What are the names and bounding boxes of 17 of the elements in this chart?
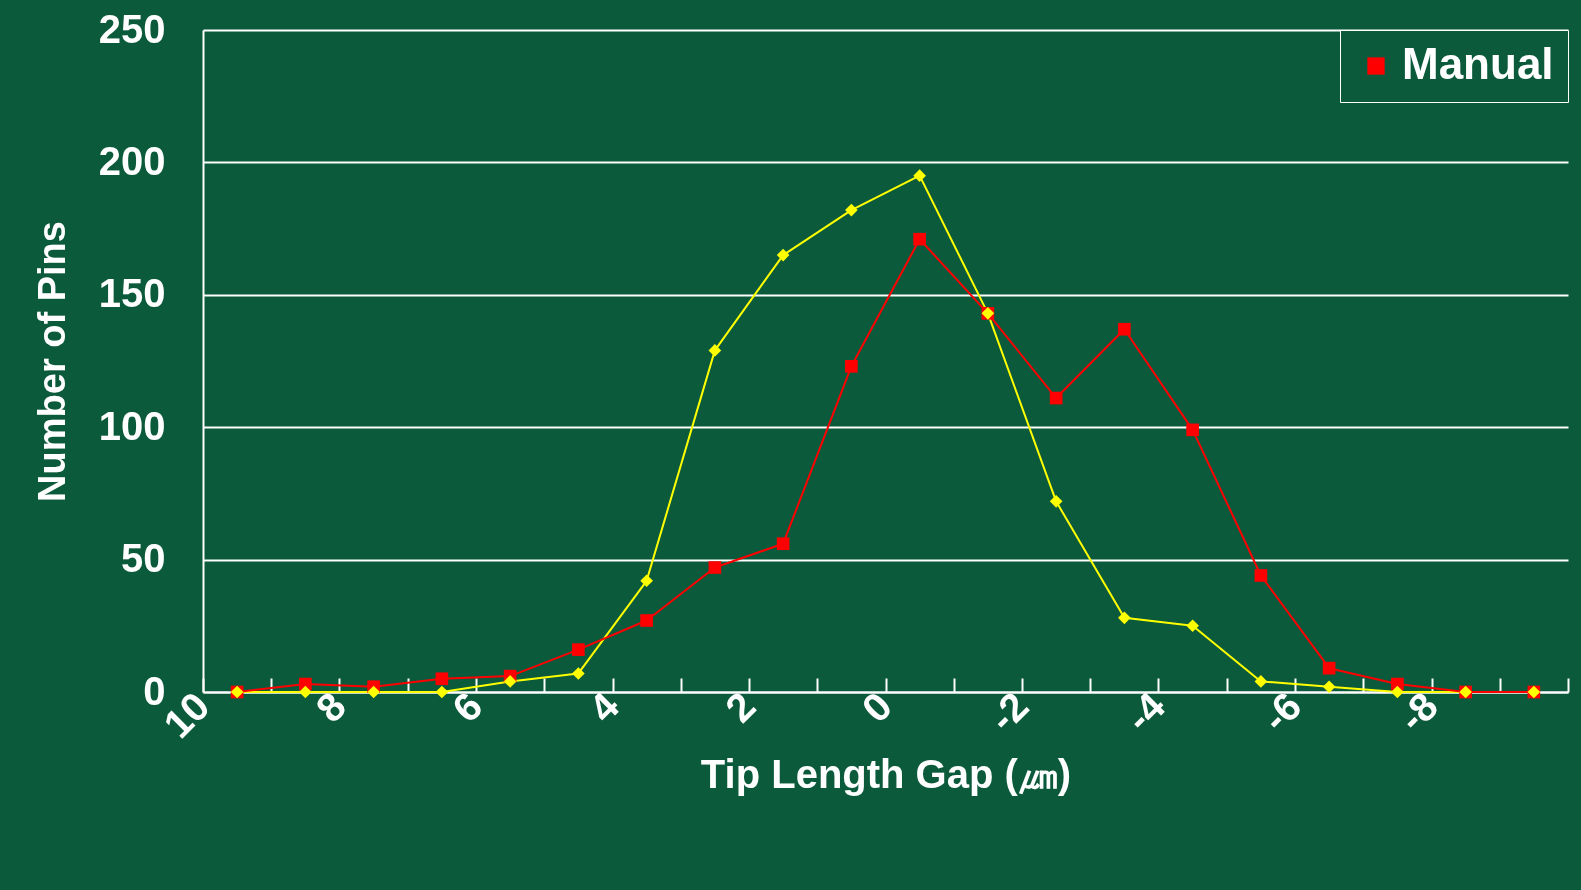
y-tick-label: 50	[121, 536, 166, 581]
legend-label: Manual	[1402, 39, 1554, 88]
x-axis-title: Tip Length Gap (㎛)	[700, 752, 1072, 797]
x-tick-label: 0	[853, 683, 901, 731]
x-tick-label: 4	[580, 683, 628, 731]
x-tick-label: -2	[980, 683, 1037, 740]
x-tick-label: -8	[1389, 683, 1447, 740]
y-tick-label: 100	[98, 403, 166, 448]
x-tick-label: 2	[716, 683, 764, 731]
y-tick-label: 200	[98, 138, 166, 183]
x-tick-label: -6	[1253, 683, 1310, 740]
x-tick-label: 8	[307, 683, 355, 731]
x-tick-label: -4	[1116, 683, 1174, 740]
y-axis-title: Number of Pins	[30, 221, 73, 502]
y-tick-label: 150	[98, 271, 166, 316]
x-tick-label: 6	[443, 683, 491, 731]
y-tick-label: 250	[98, 6, 166, 51]
